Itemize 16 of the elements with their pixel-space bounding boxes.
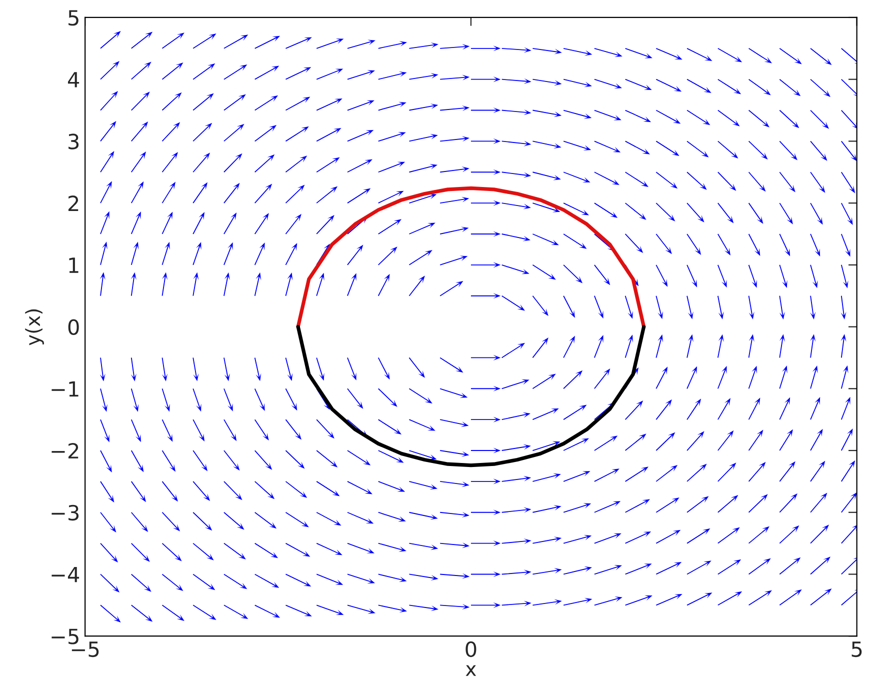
y-tick-label: −3 — [52, 504, 79, 521]
y-tick-label: 5 — [68, 10, 78, 26]
y-tick-label: −4 — [52, 566, 80, 582]
y-tick-label: −1 — [52, 381, 78, 397]
x-tick-label: 0 — [466, 641, 476, 658]
y-tick-label: 1 — [69, 258, 78, 273]
line-series — [296, 186, 646, 329]
y-axis-title: y(x) — [25, 309, 44, 346]
x-tick-label: 5 — [852, 642, 862, 658]
x-axis-title: x — [466, 665, 476, 676]
y-tick-label: 3 — [68, 134, 79, 150]
y-tick-label: 0 — [68, 319, 79, 335]
y-tick-label: 4 — [68, 72, 80, 88]
y-tick-label: 2 — [68, 196, 78, 211]
line-series — [296, 324, 646, 468]
y-tick-label: −2 — [52, 442, 78, 458]
